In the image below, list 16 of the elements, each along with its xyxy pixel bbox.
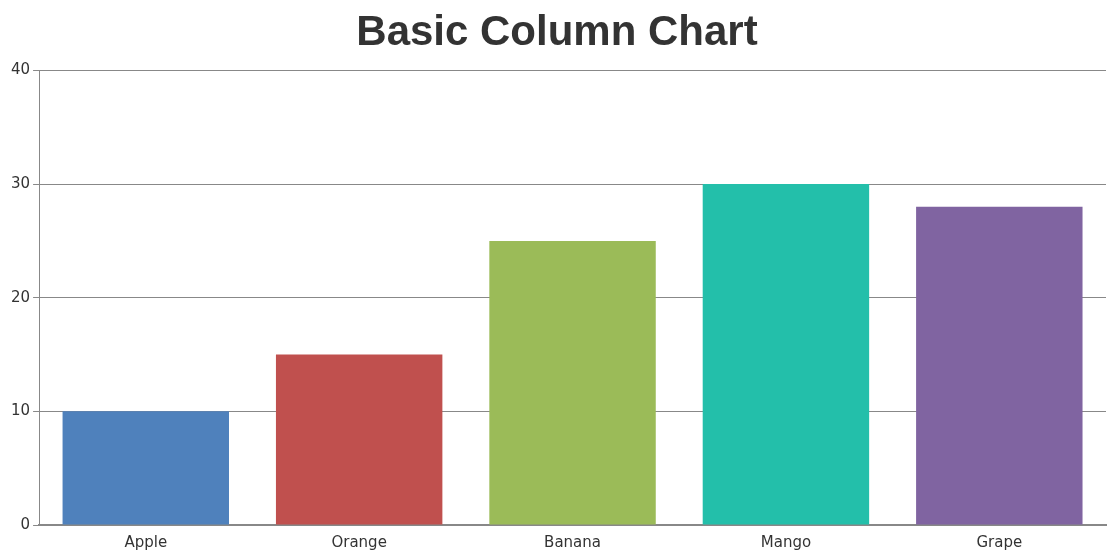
bar: [62, 411, 229, 525]
bar: [275, 354, 443, 525]
bar: [916, 206, 1083, 525]
x-tick-label: Mango: [760, 532, 812, 551]
x-tick-label: Banana: [544, 532, 601, 551]
y-tick-label: 40: [10, 60, 31, 79]
x-tick-label: Apple: [124, 532, 168, 551]
bar: [489, 240, 656, 525]
x-tick-label: Orange: [331, 532, 387, 551]
y-tick-label: 20: [10, 287, 31, 306]
y-tick-label: 10: [10, 401, 31, 420]
y-tick-label: 0: [20, 514, 31, 533]
y-tick-label: 30: [10, 173, 31, 192]
x-tick-label: Grape: [976, 532, 1023, 551]
bar: [702, 184, 870, 525]
chart-title: Basic Column Chart: [356, 6, 758, 54]
